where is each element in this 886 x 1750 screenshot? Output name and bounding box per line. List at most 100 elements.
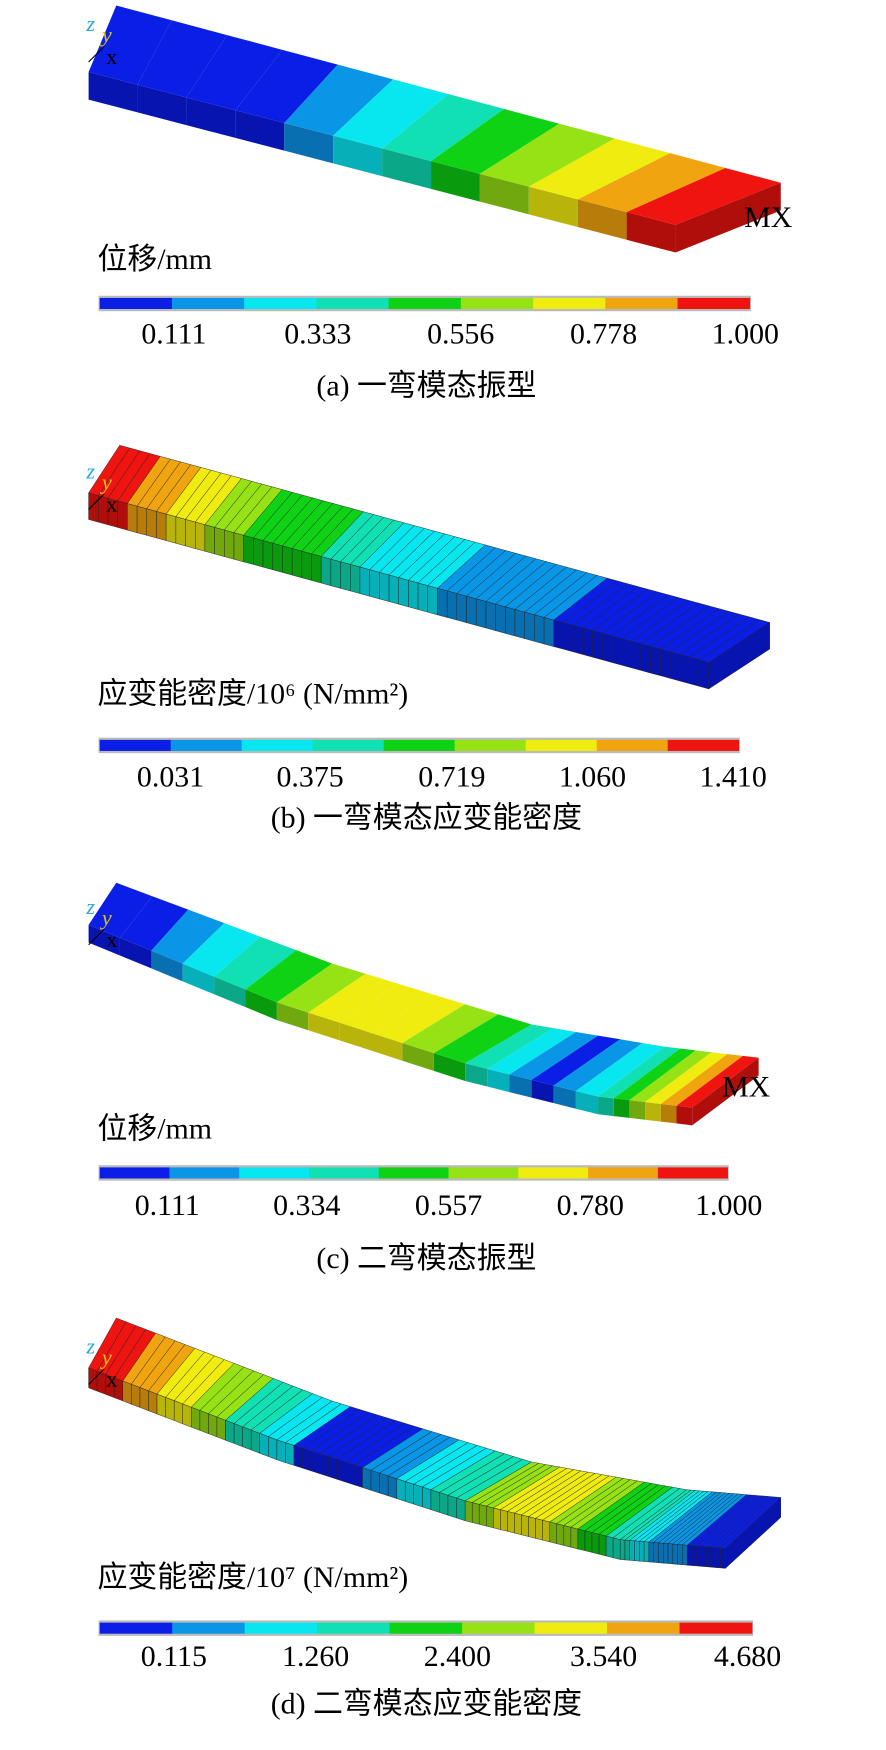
beam-front: [542, 1519, 550, 1543]
beam-front: [388, 574, 399, 605]
max-marker: MX: [744, 201, 793, 234]
beam-front: [225, 1419, 235, 1444]
beam-top: [577, 153, 726, 213]
beam-front: [691, 1545, 697, 1567]
colorbar-tick: 1.000: [695, 1189, 762, 1222]
panel: z yx 应变能密度/10⁶ (N/mm²) 0.031 0.375 0.719 1.060…: [85, 444, 771, 834]
beam-front: [720, 1547, 726, 1569]
beam-front: [478, 1504, 487, 1527]
beam-front: [148, 1390, 158, 1415]
colorbar-cell: [462, 1622, 535, 1634]
triad-axis: [88, 493, 105, 510]
beam-front: [136, 505, 147, 536]
beam-top: [402, 1004, 499, 1054]
beam-front: [534, 614, 545, 645]
beam-top: [284, 64, 394, 136]
beam-front: [119, 937, 152, 969]
beam-front: [333, 135, 383, 177]
beam-front: [398, 577, 409, 608]
beam-front: [362, 1467, 372, 1491]
beam-front: [521, 1514, 529, 1537]
beam-front: [472, 1502, 480, 1525]
beam-top: [660, 1054, 743, 1106]
beam-front: [669, 651, 681, 682]
beam-end: [692, 1057, 759, 1126]
beam-front: [643, 1541, 650, 1563]
beam-top: [465, 1024, 554, 1069]
beam-front: [682, 1544, 688, 1566]
beam-front: [686, 1544, 693, 1566]
beam-front: [446, 590, 458, 621]
beam-front: [715, 1547, 721, 1569]
beam-front: [319, 1453, 329, 1477]
beam-front: [185, 519, 196, 549]
beam-front: [291, 548, 303, 579]
colorbar-cell: [677, 297, 751, 310]
beam-front: [137, 84, 187, 126]
beam-top: [676, 1055, 759, 1108]
beam-front: [660, 1103, 677, 1124]
beam-front: [250, 1429, 260, 1454]
beam-front: [242, 1426, 252, 1451]
beam-front: [370, 1470, 380, 1494]
beam-front: [122, 1380, 132, 1405]
beam-top: [119, 896, 189, 951]
colorbar-tick: 0.780: [557, 1189, 624, 1222]
beam-front: [413, 1483, 423, 1508]
colorbar-cell: [239, 1167, 310, 1179]
beam-front: [272, 542, 283, 573]
beam-front: [182, 1403, 192, 1428]
triad-axis: [88, 46, 105, 63]
caption: (a) 一弯模态振型: [316, 369, 536, 402]
legend-title: 位移/mm: [97, 1113, 212, 1146]
beam-front: [710, 1546, 717, 1568]
beam-front: [243, 535, 254, 565]
beam-front: [570, 1526, 579, 1550]
beam-front: [698, 659, 710, 690]
beam-end: [725, 1496, 782, 1569]
beam-front: [487, 1068, 510, 1093]
beam-front: [493, 1507, 501, 1530]
beam-front: [214, 527, 225, 557]
colorbar-cell: [525, 739, 598, 751]
beam-front: [556, 1523, 565, 1546]
beam-front: [276, 1002, 309, 1031]
beam-front: [336, 1458, 346, 1483]
colorbar-tick: 1.260: [282, 1640, 349, 1673]
beam-front: [706, 1546, 712, 1568]
triad-label: x: [106, 1367, 117, 1392]
beam-front: [382, 148, 432, 189]
beam-front: [479, 173, 529, 215]
beam-front: [572, 624, 584, 655]
beam-front: [310, 1450, 320, 1474]
panel: z yx MX 位移/mm 0.111 0.334 0.557 0.780 1.000 (c) 二…: [85, 882, 771, 1275]
beam-front: [156, 511, 167, 541]
colorbar-cell: [99, 297, 173, 310]
beam-front: [268, 1436, 278, 1461]
beam-front: [456, 593, 467, 623]
beam-front: [531, 1079, 554, 1104]
beam-front: [359, 566, 370, 597]
beam-top: [245, 950, 333, 1003]
beam-front: [447, 1494, 457, 1519]
beam-front: [165, 513, 177, 544]
colorbar-cell: [244, 297, 317, 310]
beam-front: [486, 1505, 494, 1529]
panel: z yx 应变能密度/10⁷ (N/mm²) 0.115 1.260 2.400 3.540…: [85, 1317, 782, 1720]
beam-front: [514, 1512, 522, 1536]
beam-front: [173, 1400, 183, 1425]
beam-top: [371, 994, 466, 1044]
colorbar-cell: [241, 739, 314, 751]
triad-axis: [88, 928, 105, 946]
beam-top: [553, 1039, 643, 1091]
colorbar-cell: [667, 739, 740, 751]
beam-front: [431, 161, 480, 202]
colorbar-tick: 1.060: [559, 760, 626, 793]
beam-front: [626, 212, 676, 253]
colorbar-tick: 0.557: [415, 1189, 482, 1222]
beam-front: [619, 1539, 626, 1561]
colorbar-cell: [170, 739, 243, 751]
beam-front: [139, 1387, 149, 1412]
beam-front: [262, 540, 273, 571]
colorbar-cell: [383, 739, 456, 751]
